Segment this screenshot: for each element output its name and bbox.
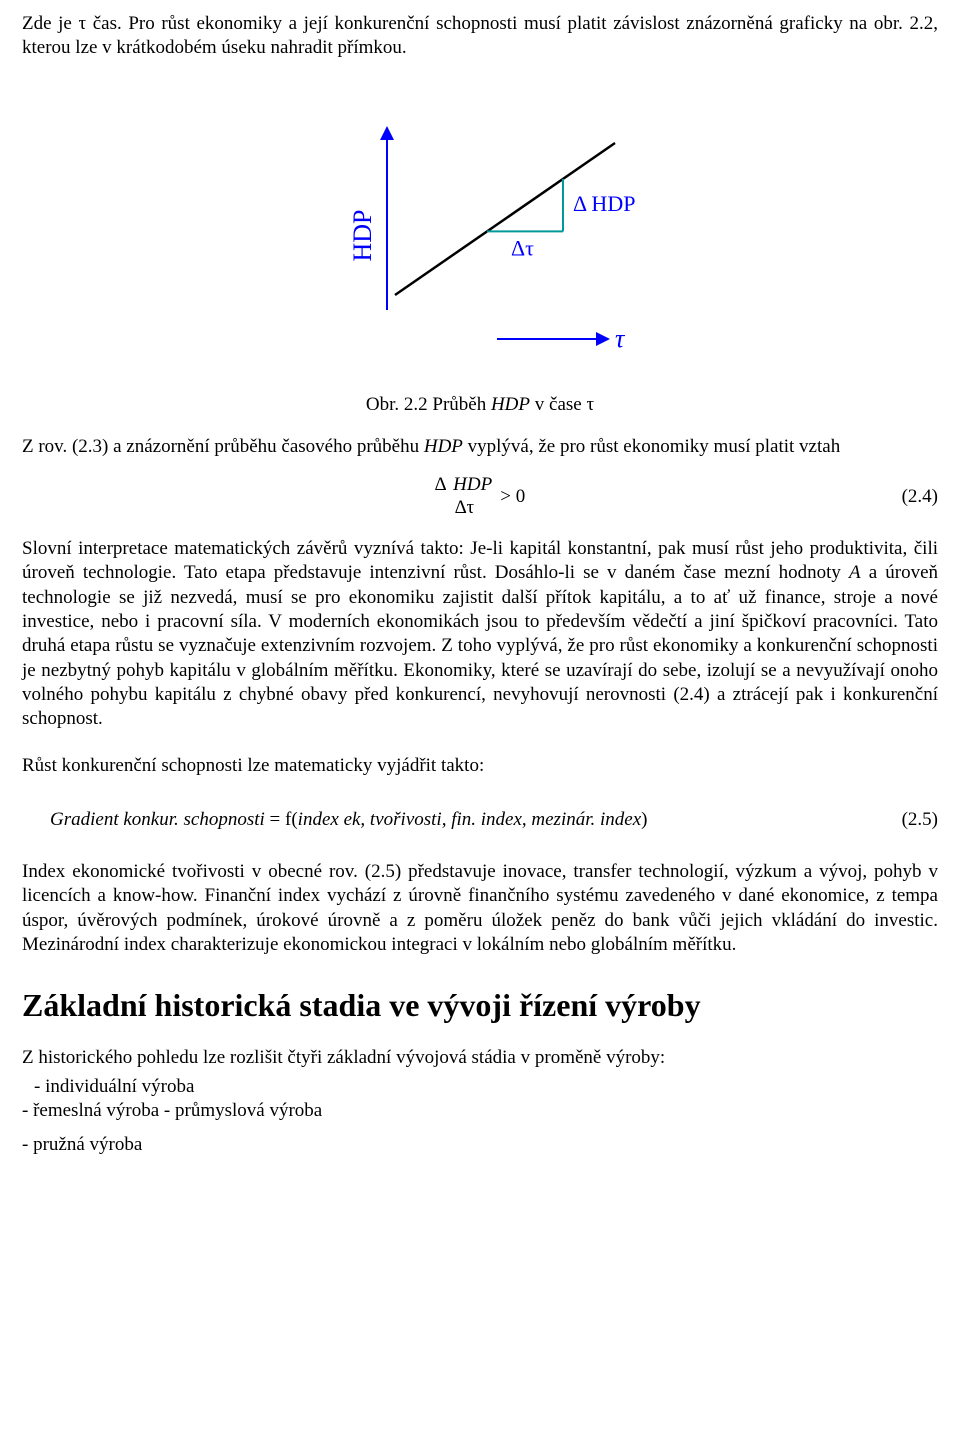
caption-prefix: Obr. 2.2 Průběh	[366, 394, 491, 415]
eq24-delta1: ∆	[435, 474, 447, 495]
eq25-arg2: mezinár. index	[531, 809, 641, 830]
long-A: A	[849, 562, 861, 583]
svg-text:Δτ: Δτ	[511, 235, 534, 260]
hist-intro: Z historického pohledu lze rozlišit čtyř…	[22, 1046, 938, 1070]
zrov-a: Z rov. (2.3) a znázornění průběhu časové…	[22, 436, 424, 457]
hist-item-2: - pružná výroba	[22, 1133, 938, 1157]
eq24-bot: ∆τ	[453, 496, 476, 519]
long-a: Slovní interpretace matematických závěrů…	[22, 538, 938, 583]
figure-caption: Obr. 2.2 Průběh HDP v čase τ	[22, 393, 938, 417]
eq25-mid-a: = f(	[265, 809, 298, 830]
eq24-top: HDP	[451, 474, 494, 495]
caption-suffix: v čase τ	[530, 394, 594, 415]
zrov-hdp: HDP	[424, 436, 463, 457]
hist-item-0: - individuální výroba	[22, 1075, 938, 1099]
figure-hdp-chart: HDP τ Δ HDP Δτ	[22, 85, 938, 365]
zrov-b: vyplývá, že pro růst ekonomiky musí plat…	[463, 436, 840, 457]
caption-italic: HDP	[491, 394, 530, 415]
equation-2-5: Gradient konkur. schopnosti = f(index ek…	[22, 808, 938, 832]
hist-item-1: - řemeslná výroba - průmyslová výroba	[22, 1099, 938, 1123]
eq25-args: index ek, tvořivosti, fin. index	[298, 809, 522, 830]
eq24-fraction: ∆ HDP ∆τ	[435, 475, 494, 519]
hdp-svg: HDP τ Δ HDP Δτ	[315, 85, 645, 365]
eq24-number: (2.4)	[902, 485, 938, 509]
eq25-number: (2.5)	[902, 808, 938, 832]
hist-list: - individuální výroba - řemeslná výroba …	[22, 1075, 938, 1158]
eq24-gt: > 0	[500, 485, 525, 509]
eq24-top-row: ∆ HDP	[435, 475, 494, 496]
rust-paragraph: Růst konkurenční schopnosti lze matemati…	[22, 754, 938, 778]
intro-paragraph: Zde je τ čas. Pro růst ekonomiky a její …	[22, 12, 938, 61]
svg-text:Δ HDP: Δ HDP	[573, 191, 635, 216]
long-b: a úroveň technologie se již nezvedá, mus…	[22, 562, 938, 729]
eq24-body: ∆ HDP ∆τ > 0	[435, 475, 525, 519]
equation-2-4: ∆ HDP ∆τ > 0 (2.4)	[22, 475, 938, 519]
svg-text:τ: τ	[615, 324, 626, 353]
eq25-body: Gradient konkur. schopnosti = f(index ek…	[50, 808, 648, 832]
eq24-bot-tau: τ	[467, 497, 475, 518]
eq24-bot-delta: ∆	[455, 497, 467, 518]
zrov-paragraph: Z rov. (2.3) a znázornění průběhu časové…	[22, 435, 938, 459]
eq25-mid-b: ,	[522, 809, 532, 830]
eq25-lhs: Gradient konkur. schopnosti	[50, 809, 265, 830]
section-heading: Základní historická stadia ve vývoji říz…	[22, 985, 938, 1026]
svg-text:HDP: HDP	[348, 209, 377, 261]
eq25-mid-c: )	[641, 809, 647, 830]
long-paragraph: Slovní interpretace matematických závěrů…	[22, 537, 938, 732]
last-paragraph: Index ekonomické tvořivosti v obecné rov…	[22, 860, 938, 957]
